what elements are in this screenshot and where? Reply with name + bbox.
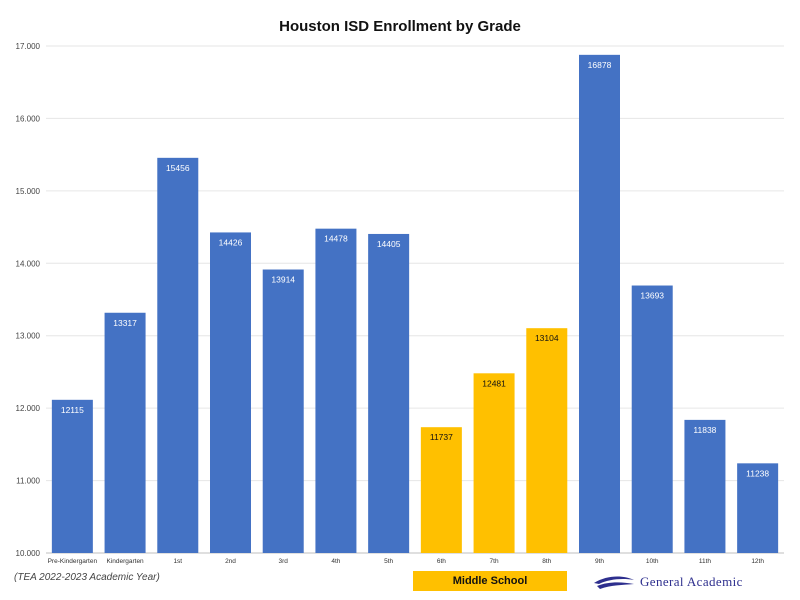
x-tick-label: 11th <box>699 558 712 565</box>
y-tick-label: 12.000 <box>16 404 41 413</box>
y-axis-ticks: 10.000 11.000 12.000 13.000 14.000 15.000 16.0… <box>16 42 41 558</box>
data-label: 13914 <box>271 275 295 285</box>
bar-1st <box>157 157 199 553</box>
data-label: 14478 <box>324 234 348 244</box>
bar-8th <box>526 328 568 553</box>
data-label: 13693 <box>640 291 664 301</box>
x-tick-label: 7th <box>490 558 499 565</box>
y-tick-label: 15.000 <box>16 187 41 196</box>
chart-title: Houston ISD Enrollment by Grade <box>279 18 521 35</box>
data-label: 12115 <box>61 405 84 415</box>
bar-12th <box>737 463 779 553</box>
bar-6th <box>420 427 462 553</box>
data-label: 14405 <box>377 239 401 249</box>
x-tick-label: 2nd <box>225 558 236 565</box>
x-tick-label: 12th <box>751 558 764 565</box>
data-label: 13317 <box>113 318 137 328</box>
swoosh-logo-icon <box>594 576 634 589</box>
bar-11th <box>684 419 726 553</box>
data-labels: 12115 13317 15456 14426 13914 14478 14405 11737… <box>61 60 770 478</box>
y-tick-label: 17.000 <box>16 42 41 51</box>
bar-5th <box>368 233 410 553</box>
data-label: 12481 <box>482 378 506 388</box>
bar-pre-kindergarten <box>51 399 93 553</box>
x-tick-label: 8th <box>542 558 551 565</box>
middle-school-label: Middle School <box>413 571 567 591</box>
x-tick-label: 9th <box>595 558 604 565</box>
x-tick-label: Kindergarten <box>106 558 144 565</box>
data-label: 11737 <box>430 432 453 442</box>
bar-4th <box>315 228 357 553</box>
bar-10th <box>631 285 673 553</box>
x-axis-ticks: Pre-Kindergarten Kindergarten 1st 2nd 3rd 4th… <box>48 558 765 565</box>
x-tick-label: Pre-Kindergarten <box>48 558 98 565</box>
bar-9th <box>579 54 620 554</box>
bar-kindergarten <box>104 312 146 553</box>
y-tick-label: 13.000 <box>16 332 41 341</box>
source-note: (TEA 2022-2023 Academic Year) <box>14 572 160 583</box>
bar-7th <box>473 373 515 553</box>
brand-logo: General Academic <box>593 572 743 592</box>
data-label: 13104 <box>535 333 559 343</box>
data-label: 11238 <box>746 468 769 478</box>
x-tick-label: 10th <box>646 558 659 565</box>
data-label: 11838 <box>693 425 716 435</box>
x-tick-label: 5th <box>384 558 393 565</box>
x-tick-label: 6th <box>437 558 446 565</box>
bar-2nd <box>210 232 251 553</box>
grid-lines <box>46 45 784 554</box>
data-label: 15456 <box>166 163 190 173</box>
x-tick-label: 3rd <box>279 558 289 565</box>
bars <box>51 54 779 554</box>
y-tick-label: 16.000 <box>16 114 41 123</box>
y-tick-label: 14.000 <box>16 259 41 268</box>
data-label: 16878 <box>588 60 612 70</box>
y-tick-label: 11.000 <box>16 477 40 486</box>
data-label: 14426 <box>219 237 243 247</box>
x-tick-label: 4th <box>331 558 340 565</box>
bar-3rd <box>262 269 304 553</box>
y-tick-label: 10.000 <box>16 549 41 558</box>
x-tick-label: 1st <box>173 558 182 565</box>
brand-name: General Academic <box>640 574 743 589</box>
